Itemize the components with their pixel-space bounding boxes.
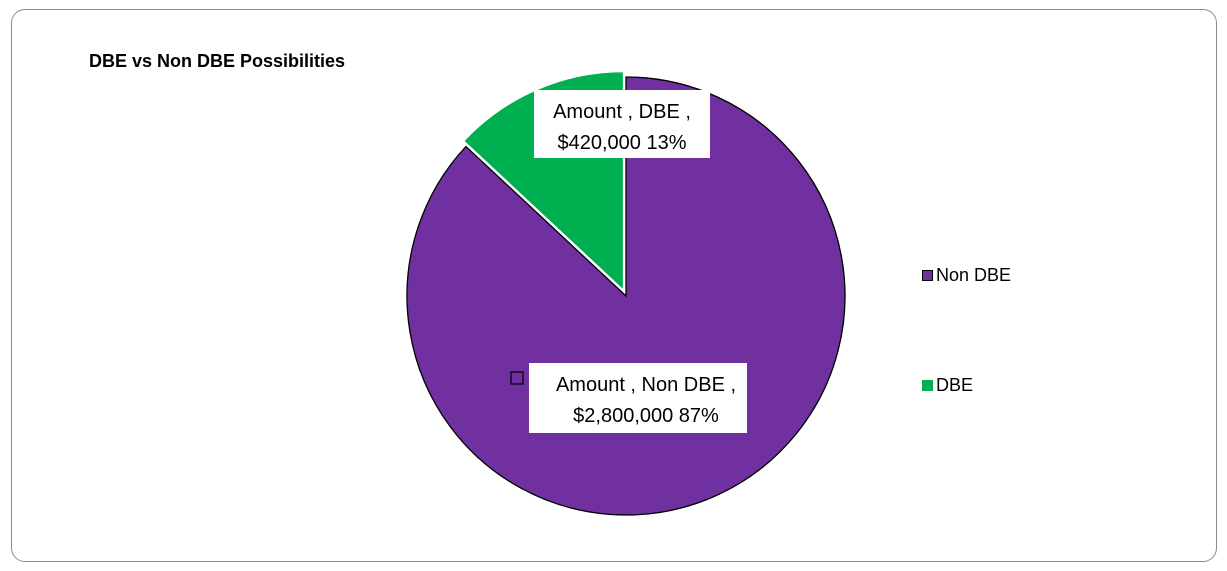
legend-swatch-dbe <box>922 379 933 391</box>
data-label-dbe-line1: Amount , DBE , <box>553 101 691 123</box>
data-label-non-dbe-marker <box>510 371 524 385</box>
chart-title: DBE vs Non DBE Possibilities <box>89 51 346 71</box>
legend-label-non-dbe: Non DBE <box>936 264 1012 285</box>
data-label-dbe-line2: $420,000 13% <box>557 132 686 154</box>
legend-label-dbe: DBE <box>936 374 974 395</box>
legend-item-non-dbe: Non DBE <box>922 263 1011 287</box>
data-label-non-dbe-box <box>529 363 747 433</box>
data-label-non-dbe: Amount , Non DBE , $2,800,000 87% <box>510 363 747 433</box>
legend: Non DBE DBE <box>922 263 1011 483</box>
data-label-dbe-box <box>534 90 710 158</box>
legend-swatch-non-dbe <box>922 269 933 281</box>
data-label-non-dbe-line2: $2,800,000 87% <box>573 405 719 427</box>
legend-item-dbe: DBE <box>922 373 1011 397</box>
data-label-non-dbe-line1: Amount , Non DBE , <box>556 374 736 396</box>
data-label-dbe: Amount , DBE , $420,000 13% <box>534 90 710 158</box>
